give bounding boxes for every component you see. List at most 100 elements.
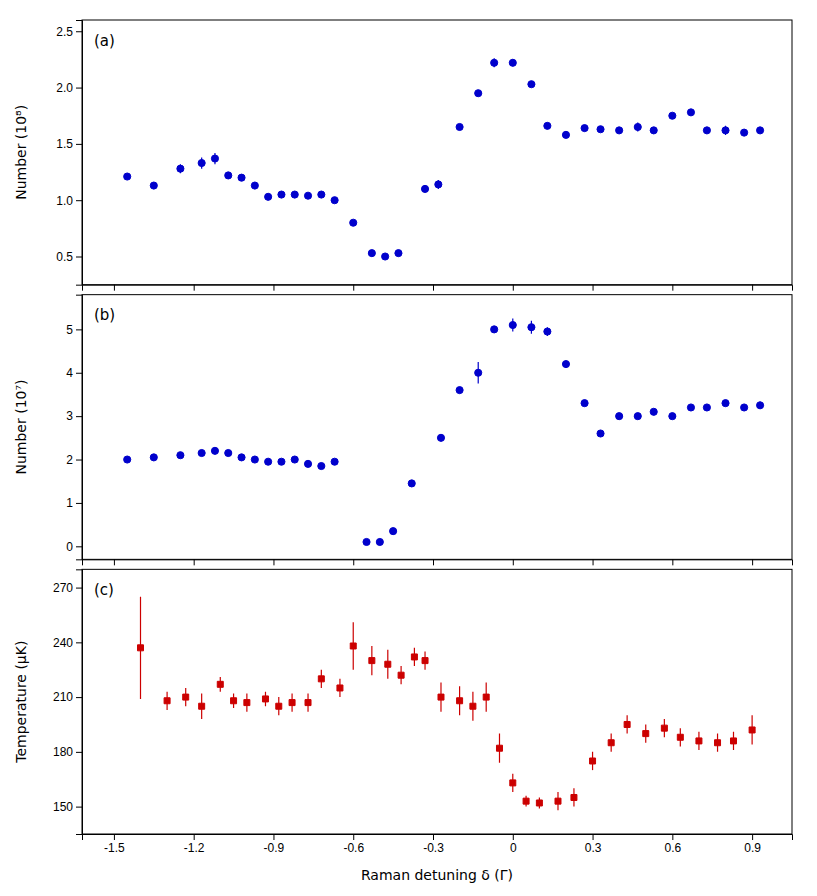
tick: [273, 285, 274, 291]
data-point: [150, 182, 157, 189]
data-point: [590, 758, 596, 764]
tick-label: 2.5: [56, 25, 73, 39]
data-point: [368, 250, 375, 257]
data-point: [124, 456, 131, 463]
tick-mark: [593, 559, 594, 565]
tick-label: 0: [66, 540, 73, 554]
data-point: [741, 129, 748, 136]
x-axis: [83, 559, 793, 565]
tick-label: 0.9: [744, 841, 761, 855]
data-point: [211, 155, 218, 162]
data-point: [198, 449, 205, 456]
tick-mark: [76, 257, 82, 258]
data-point: [687, 109, 694, 116]
tick-mark: [593, 834, 594, 840]
tick: 2: [66, 453, 82, 467]
axis-line: [76, 21, 83, 286]
tick-mark: [752, 834, 753, 840]
data-point: [231, 698, 237, 704]
tick-mark: [76, 200, 82, 201]
data-point: [608, 740, 614, 746]
data-point: [475, 369, 482, 376]
tick-mark: [273, 834, 274, 840]
tick: [114, 559, 115, 565]
tick-label: -1.2: [184, 841, 205, 855]
data-point: [199, 703, 205, 709]
tick-mark: [273, 285, 274, 291]
data-point: [523, 798, 529, 804]
data-point: [262, 696, 268, 702]
data-point: [331, 458, 338, 465]
tick: 3: [66, 409, 82, 423]
data-point: [398, 672, 404, 678]
tick: 0.6: [664, 834, 681, 855]
tick: 5: [66, 323, 82, 337]
data-point: [337, 685, 343, 691]
axis-line: [83, 285, 793, 291]
tick-mark: [114, 285, 115, 291]
tick-mark: [76, 642, 82, 643]
data-point: [741, 404, 748, 411]
tick-label: 0.3: [585, 841, 602, 855]
tick: -1.5: [104, 834, 125, 855]
tick-mark: [194, 285, 195, 291]
data-point: [244, 700, 250, 706]
tick-label: 270: [53, 581, 73, 595]
tick-mark: [76, 144, 82, 145]
tick-mark: [353, 285, 354, 291]
data-point: [435, 181, 442, 188]
data-point: [730, 738, 736, 744]
data-point: [650, 127, 657, 134]
y-axis-label: Number (10⁷): [13, 379, 29, 474]
data-point: [491, 59, 498, 66]
tick-label: 1.5: [56, 137, 73, 151]
data-point: [661, 725, 667, 731]
tick-mark: [752, 285, 753, 291]
data-point: [369, 658, 375, 664]
chart-canvas: 0.51.01.52.02.5(a)Number (10⁸)012345(b)N…: [0, 0, 817, 896]
tick: 0.3: [585, 834, 602, 855]
tick: 210: [53, 690, 82, 704]
tick-mark: [672, 834, 673, 840]
data-point: [225, 449, 232, 456]
data-point: [715, 740, 721, 746]
data-point: [597, 126, 604, 133]
tick-mark: [76, 546, 82, 547]
data-point: [562, 131, 569, 138]
tick-mark: [752, 559, 753, 565]
tick-mark: [76, 329, 82, 330]
tick-label: -1.5: [104, 841, 125, 855]
data-point: [597, 430, 604, 437]
data-point: [376, 538, 383, 545]
tick: -0.9: [264, 834, 285, 855]
data-marks: [138, 597, 756, 811]
tick-mark: [513, 559, 514, 565]
tick: [752, 285, 753, 291]
tick-mark: [672, 285, 673, 291]
tick-label: 0.5: [56, 250, 73, 264]
tick: [593, 559, 594, 565]
tick-label: 5: [66, 323, 73, 337]
data-point: [696, 738, 702, 744]
tick-mark: [76, 88, 82, 89]
tick: 0: [66, 540, 82, 554]
tick: [513, 559, 514, 565]
x-axis-label: Raman detuning δ (Γ): [361, 867, 513, 883]
y-axis-label: Number (10⁸): [13, 105, 29, 200]
tick: [433, 285, 434, 291]
data-point: [211, 447, 218, 454]
data-point: [150, 454, 157, 461]
data-point: [390, 528, 397, 535]
panel-label: (c): [94, 581, 114, 599]
panel: -1.5-1.2-0.9-0.6-0.300.30.60.91501802102…: [13, 569, 793, 883]
tick-label: -0.3: [423, 841, 444, 855]
data-point: [225, 172, 232, 179]
data-point: [350, 643, 356, 649]
data-point: [544, 122, 551, 129]
tick: [194, 285, 195, 291]
data-point: [363, 538, 370, 545]
tick-mark: [672, 559, 673, 565]
tick: 1.5: [56, 137, 82, 151]
tick-mark: [76, 31, 82, 32]
tick-label: 2: [66, 453, 73, 467]
